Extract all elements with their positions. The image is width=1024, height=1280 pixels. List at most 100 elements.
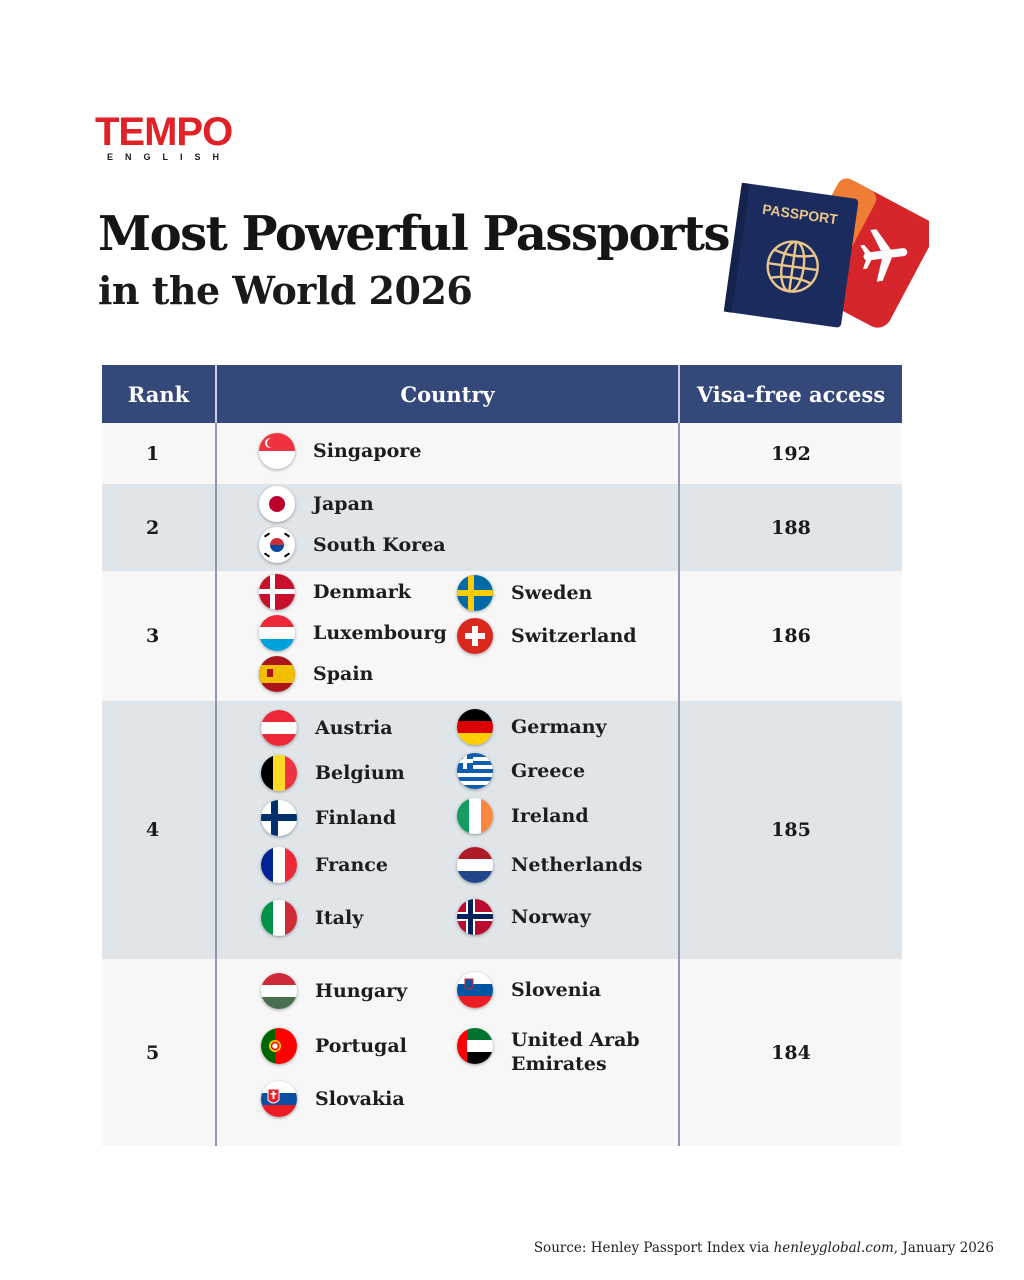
rank-value: 2: [146, 516, 160, 539]
country-name: Germany: [511, 716, 607, 738]
country-name: Italy: [315, 907, 364, 929]
netherlands-flag-icon: [457, 847, 493, 883]
country-item: Singapore: [259, 433, 421, 469]
logo-subtext: ENGLISH: [107, 152, 232, 162]
country-name: United Arab Emirates: [511, 1029, 640, 1075]
table-header: Rank Country Visa-free access: [102, 365, 902, 423]
country-name: Slovakia: [315, 1088, 405, 1110]
switzerland-flag-icon: [457, 618, 493, 654]
spain-flag-icon: [259, 656, 295, 692]
source-prefix: Source: Henley Passport Index via: [533, 1240, 774, 1256]
luxembourg-flag-icon: [259, 615, 295, 651]
country-cell: Denmark Sweden Luxembourg Switzerland Sp…: [215, 571, 678, 701]
country-item: Finland: [261, 800, 396, 836]
finland-flag-icon: [261, 800, 297, 836]
country-name: Austria: [315, 717, 393, 739]
globe-icon: [766, 240, 819, 293]
country-name: Sweden: [511, 582, 593, 604]
country-item: Slovenia: [457, 972, 601, 1008]
table-row: 2 Japan South Korea 188: [102, 484, 902, 571]
country-item: Netherlands: [457, 847, 642, 883]
country-item: Luxembourg: [259, 615, 447, 651]
country-item: Switzerland: [457, 618, 637, 654]
visa-value: 188: [678, 484, 902, 571]
passport-icon: PASSPORT: [723, 182, 859, 328]
visa-value: 185: [678, 701, 902, 959]
country-cell: Singapore: [215, 423, 678, 484]
country-cell: Japan South Korea: [215, 484, 678, 571]
country-item: Austria: [261, 710, 393, 746]
airplane-icon: [860, 229, 908, 282]
country-name: Singapore: [313, 440, 422, 462]
country-name: Ireland: [511, 805, 589, 827]
country-item: Japan: [259, 486, 374, 522]
south-korea-flag-icon: [259, 527, 295, 563]
country-name: Slovenia: [511, 979, 602, 1001]
slovenia-flag-icon: [457, 972, 493, 1008]
header-country: Country: [215, 365, 678, 423]
visa-value: 184: [678, 959, 902, 1146]
passport-illustration: PASSPORT: [714, 172, 935, 341]
country-item: Germany: [457, 709, 607, 745]
country-item: France: [261, 847, 388, 883]
portugal-flag-icon: [261, 1028, 297, 1064]
ireland-flag-icon: [457, 798, 493, 834]
japan-flag-icon: [259, 486, 295, 522]
rank-value: 1: [146, 442, 160, 465]
country-item: Slovakia: [261, 1081, 405, 1117]
visa-value: 192: [678, 423, 902, 484]
country-name: Spain: [313, 663, 374, 685]
page-title: Most Powerful Passports: [98, 206, 731, 262]
tempo-logo: TEMPO ENGLISH: [95, 110, 233, 162]
country-name: Greece: [511, 760, 586, 782]
rank-value: 4: [146, 819, 160, 841]
country-name: Norway: [511, 906, 591, 928]
country-cell: Austria Germany Belgium Greece Finland I…: [215, 701, 678, 959]
header-rank: Rank: [127, 381, 190, 407]
source-note: Source: Henley Passport Index via henley…: [534, 1240, 994, 1256]
country-name: Switzerland: [511, 625, 637, 647]
country-item: Belgium: [261, 755, 405, 791]
hungary-flag-icon: [261, 973, 297, 1009]
country-item: Greece: [457, 753, 585, 789]
country-item: Denmark: [259, 574, 411, 610]
country-name: Japan: [313, 493, 374, 515]
germany-flag-icon: [457, 709, 493, 745]
source-suffix: , January 2026: [893, 1240, 994, 1256]
country-name: Belgium: [315, 762, 405, 784]
visa-value: 186: [678, 571, 902, 701]
country-item: Sweden: [457, 575, 592, 611]
country-name: France: [315, 854, 388, 876]
logo-wordmark: TEMPO: [95, 110, 233, 154]
sweden-flag-icon: [457, 575, 493, 611]
country-name: Finland: [315, 807, 397, 829]
table-row: 1 Singapore 192: [102, 423, 902, 484]
belgium-flag-icon: [261, 755, 297, 791]
norway-flag-icon: [457, 899, 493, 935]
country-item: United Arab Emirates: [457, 1028, 641, 1076]
singapore-flag-icon: [259, 433, 295, 469]
country-item: Italy: [261, 900, 363, 936]
table-row: 4 Austria Germany Belgium Greece Finland: [102, 701, 902, 959]
france-flag-icon: [261, 847, 297, 883]
slovakia-flag-icon: [261, 1081, 297, 1117]
country-item: South Korea: [259, 527, 446, 563]
country-item: Ireland: [457, 798, 589, 834]
country-name: Luxembourg: [313, 622, 447, 644]
italy-flag-icon: [261, 900, 297, 936]
table-row: 3 Denmark Sweden Luxembourg Switzerland …: [102, 571, 902, 701]
greece-flag-icon: [457, 753, 493, 789]
passport-ranking-table: Rank Country Visa-free access 1 Singapor…: [102, 365, 902, 1146]
country-cell: Hungary Slovenia Portugal United Arab Em…: [215, 959, 678, 1146]
rank-value: 5: [146, 1041, 160, 1064]
source-site: henleyglobal.com: [773, 1240, 894, 1256]
country-name: Hungary: [315, 980, 408, 1002]
country-name: South Korea: [313, 534, 446, 556]
uae-flag-icon: [457, 1028, 493, 1064]
austria-flag-icon: [261, 710, 297, 746]
country-item: Norway: [457, 899, 591, 935]
country-name: Denmark: [313, 581, 411, 603]
denmark-flag-icon: [259, 574, 295, 610]
page-subtitle: in the World 2026: [98, 268, 473, 313]
rank-value: 3: [146, 625, 160, 647]
